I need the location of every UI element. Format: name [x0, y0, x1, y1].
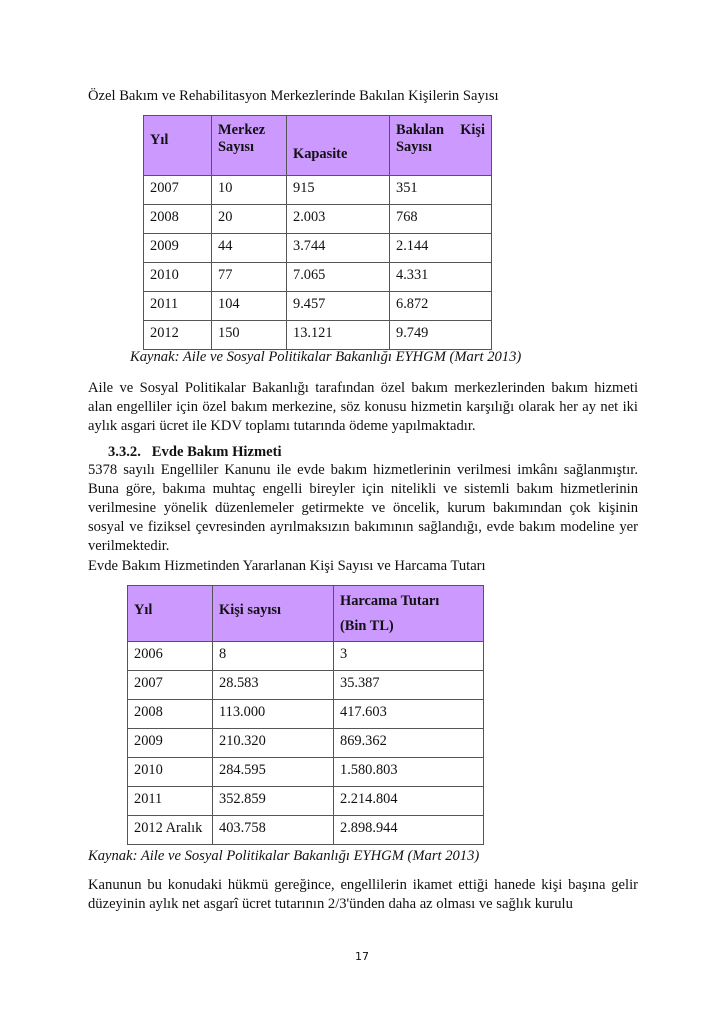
table-cell: 417.603 [333, 699, 484, 729]
table-cell: 2012 Aralık [127, 815, 213, 845]
table-cell: 284.595 [212, 757, 334, 787]
header-people-count: Bakılan Kişi Sayısı [389, 115, 492, 176]
table-row: 2006 8 3 [127, 641, 484, 671]
table-row: 2009 210.320 869.362 [127, 728, 484, 758]
paragraph: 5378 sayılı Engelliler Kanunu ile evde b… [88, 462, 638, 554]
table-cell: 2007 [127, 670, 213, 700]
table-cell: 13.121 [286, 320, 390, 350]
paragraph: Kanunun bu konudaki hükmü gereğince, eng… [88, 877, 638, 912]
table-row: 2010 77 7.065 4.331 [143, 262, 492, 292]
table-cell: 9.457 [286, 291, 390, 321]
header-center-count: Merkez Sayısı [211, 115, 287, 176]
table-row: 2011 352.859 2.214.804 [127, 786, 484, 816]
table-cell: 4.331 [389, 262, 492, 292]
header-expenditure-unit: (Bin TL) [340, 618, 394, 634]
table-cell: 3.744 [286, 233, 390, 263]
table-cell: 2.144 [389, 233, 492, 263]
header-year: Yıl [143, 115, 212, 176]
table-cell: 2.898.944 [333, 815, 484, 845]
table-cell: 2007 [143, 175, 212, 205]
table-cell: 8 [212, 641, 334, 671]
table-cell: 210.320 [212, 728, 334, 758]
header-expenditure-label: Harcama Tutarı [340, 593, 440, 609]
header-capacity: Kapasite [286, 115, 390, 176]
table-row: 2010 284.595 1.580.803 [127, 757, 484, 787]
table-cell: 7.065 [286, 262, 390, 292]
section-heading: 3.3.2. Evde Bakım Hizmeti [108, 443, 658, 462]
table-cell: 2006 [127, 641, 213, 671]
table-cell: 6.872 [389, 291, 492, 321]
table-header-row: Yıl Kişi sayısı Harcama Tutarı (Bin TL) [127, 585, 484, 642]
table-row: 2008 20 2.003 768 [143, 204, 492, 234]
table1: Yıl Merkez Sayısı Kapasite Bakılan Kişi … [143, 115, 492, 350]
table-cell: 2.003 [286, 204, 390, 234]
table-cell: 2009 [143, 233, 212, 263]
section-number: 3.3.2. [108, 444, 141, 460]
table-cell: 768 [389, 204, 492, 234]
table-cell: 20 [211, 204, 287, 234]
table-row: 2007 28.583 35.387 [127, 670, 484, 700]
table-cell: 10 [211, 175, 287, 205]
table-cell: 869.362 [333, 728, 484, 758]
table-cell: 2.214.804 [333, 786, 484, 816]
table-row: 2007 10 915 351 [143, 175, 492, 205]
table-row: 2012 Aralık 403.758 2.898.944 [127, 815, 484, 845]
table-cell: 2008 [127, 699, 213, 729]
table-cell: 2008 [143, 204, 212, 234]
table-row: 2011 104 9.457 6.872 [143, 291, 492, 321]
table-header-row: Yıl Merkez Sayısı Kapasite Bakılan Kişi … [143, 115, 492, 176]
page-number: 17 [355, 950, 369, 963]
table-cell: 2009 [127, 728, 213, 758]
table-cell: 77 [211, 262, 287, 292]
table-cell: 2011 [143, 291, 212, 321]
table-cell: 915 [286, 175, 390, 205]
header-year: Yıl [127, 585, 213, 642]
table-row: 2012 150 13.121 9.749 [143, 320, 492, 350]
table2-title: Evde Bakım Hizmetinden Yararlanan Kişi S… [88, 558, 486, 574]
table-cell: 351 [389, 175, 492, 205]
table-cell: 352.859 [212, 786, 334, 816]
table1-title: Özel Bakım ve Rehabilitasyon Merkezlerin… [88, 88, 499, 104]
table-cell: 113.000 [212, 699, 334, 729]
table-cell: 1.580.803 [333, 757, 484, 787]
table-cell: 150 [211, 320, 287, 350]
table2-source: Kaynak: Aile ve Sosyal Politikalar Bakan… [88, 848, 480, 864]
table-cell: 104 [211, 291, 287, 321]
table-cell: 35.387 [333, 670, 484, 700]
table-cell: 403.758 [212, 815, 334, 845]
table-cell: 3 [333, 641, 484, 671]
paragraph: Aile ve Sosyal Politikalar Bakanlığı tar… [88, 380, 638, 434]
table-cell: 2010 [127, 757, 213, 787]
table1-source: Kaynak: Aile ve Sosyal Politikalar Bakan… [130, 349, 522, 365]
table-cell: 28.583 [212, 670, 334, 700]
table-cell: 2011 [127, 786, 213, 816]
table-row: 2008 113.000 417.603 [127, 699, 484, 729]
header-expenditure: Harcama Tutarı (Bin TL) [333, 585, 484, 642]
header-people-count: Kişi sayısı [212, 585, 334, 642]
table2: Yıl Kişi sayısı Harcama Tutarı (Bin TL) … [127, 585, 484, 845]
section-title: Evde Bakım Hizmeti [151, 444, 282, 460]
table-cell: 2010 [143, 262, 212, 292]
table-cell: 44 [211, 233, 287, 263]
table-row: 2009 44 3.744 2.144 [143, 233, 492, 263]
table-cell: 9.749 [389, 320, 492, 350]
table-cell: 2012 [143, 320, 212, 350]
